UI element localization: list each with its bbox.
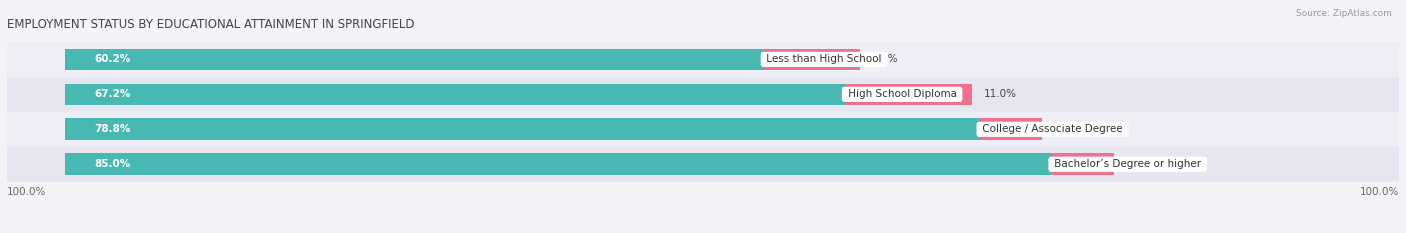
Text: 8.3%: 8.3% — [872, 55, 897, 64]
Text: 78.8%: 78.8% — [94, 124, 131, 134]
FancyBboxPatch shape — [7, 112, 1399, 147]
Bar — [65, 118, 979, 140]
Bar — [979, 118, 1042, 140]
Legend: In Labor Force, Unemployed: In Labor Force, Unemployed — [609, 231, 797, 233]
FancyBboxPatch shape — [7, 147, 1399, 182]
Text: 85.0%: 85.0% — [94, 159, 131, 169]
Text: 60.2%: 60.2% — [94, 55, 131, 64]
Text: EMPLOYMENT STATUS BY EDUCATIONAL ATTAINMENT IN SPRINGFIELD: EMPLOYMENT STATUS BY EDUCATIONAL ATTAINM… — [7, 18, 415, 31]
Text: High School Diploma: High School Diploma — [845, 89, 960, 99]
Text: 100.0%: 100.0% — [1360, 187, 1399, 197]
Bar — [845, 84, 972, 105]
Bar — [763, 49, 859, 70]
Bar — [65, 84, 845, 105]
Text: 67.2%: 67.2% — [94, 89, 131, 99]
Text: Source: ZipAtlas.com: Source: ZipAtlas.com — [1296, 9, 1392, 18]
Text: 11.0%: 11.0% — [984, 89, 1017, 99]
Text: Less than High School: Less than High School — [763, 55, 884, 64]
Bar — [65, 154, 1052, 175]
Text: 5.4%: 5.4% — [1125, 159, 1152, 169]
FancyBboxPatch shape — [7, 77, 1399, 112]
Text: 100.0%: 100.0% — [7, 187, 46, 197]
Text: 5.4%: 5.4% — [1053, 124, 1080, 134]
FancyBboxPatch shape — [7, 42, 1399, 77]
Text: Bachelor’s Degree or higher: Bachelor’s Degree or higher — [1052, 159, 1205, 169]
Bar — [65, 49, 763, 70]
Text: College / Associate Degree: College / Associate Degree — [979, 124, 1126, 134]
Bar — [1052, 154, 1114, 175]
